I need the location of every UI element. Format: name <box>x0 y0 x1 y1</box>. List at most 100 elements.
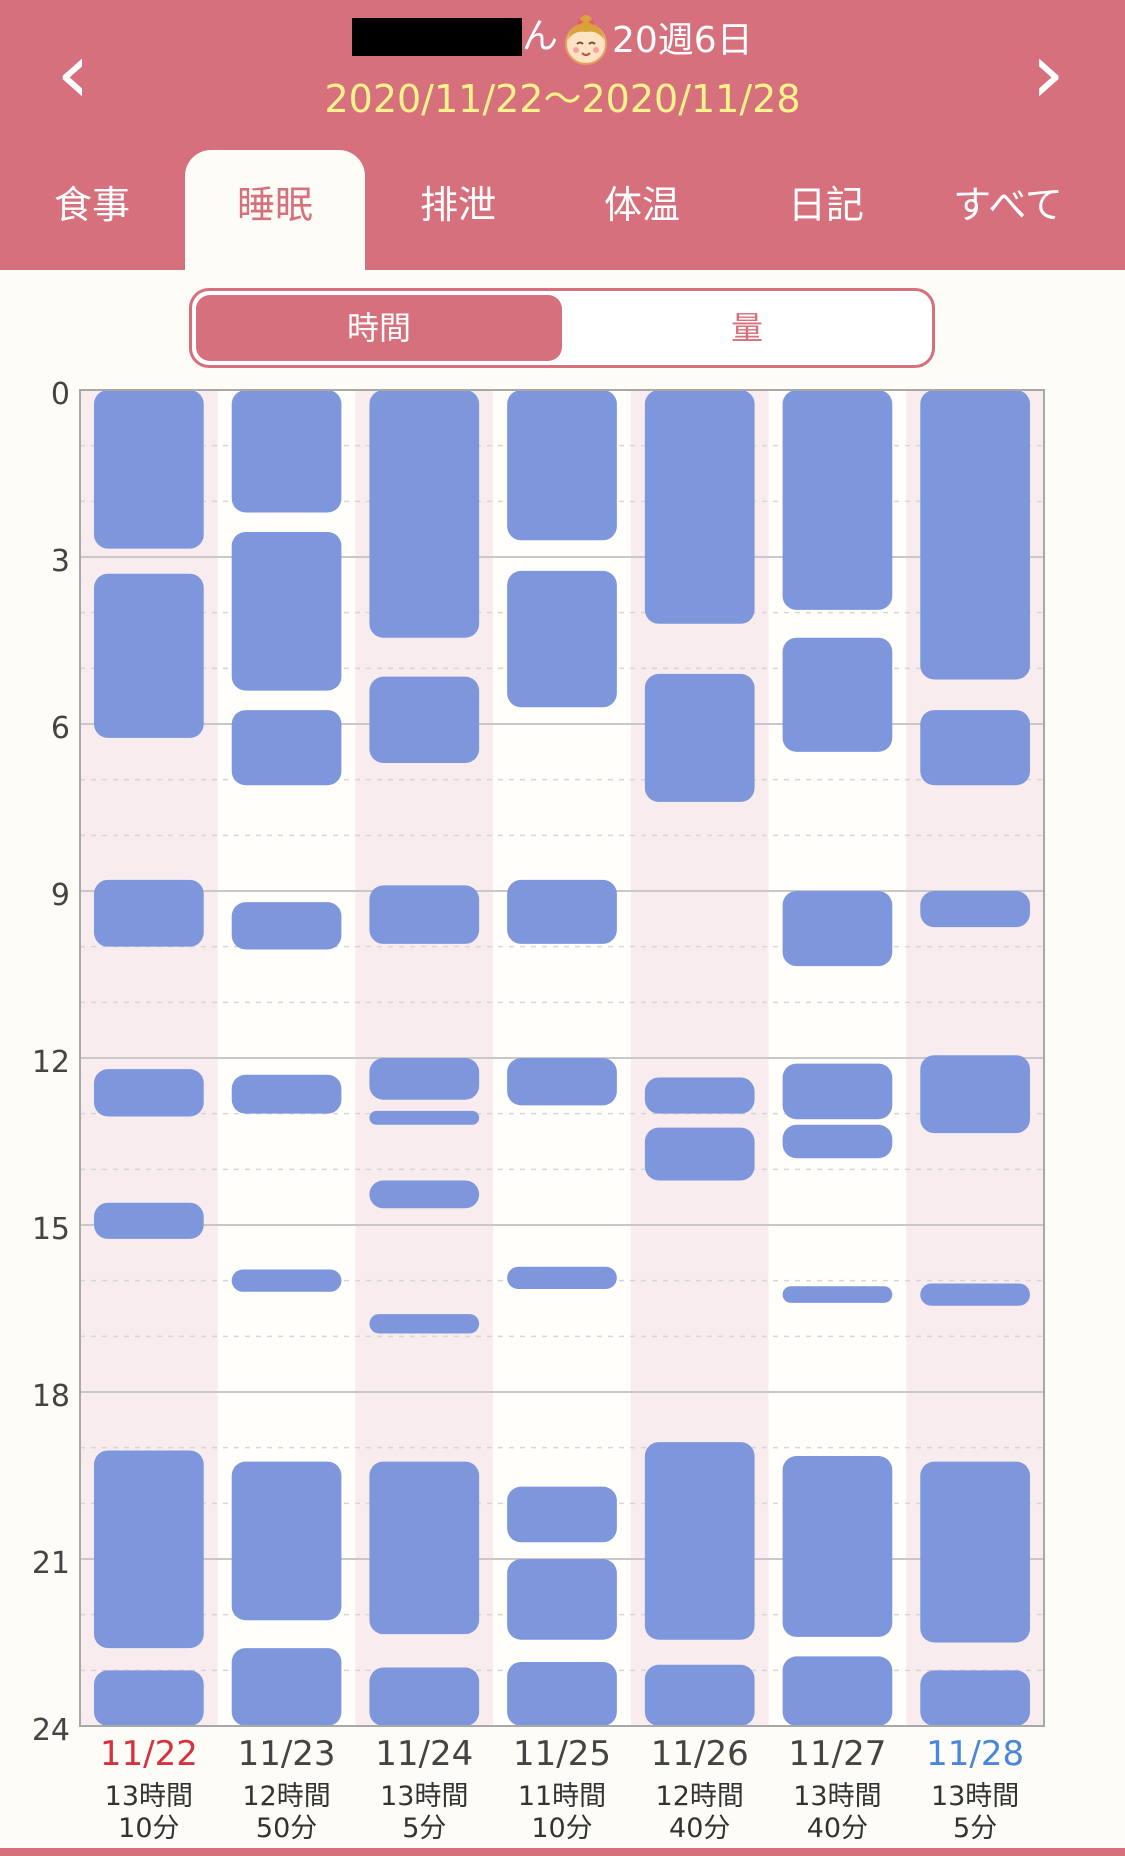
sleep-bar <box>782 1656 893 1726</box>
total-minutes-label: 10分 <box>118 1813 179 1844</box>
sleep-bar <box>369 676 480 763</box>
y-tick-label: 24 <box>32 1713 70 1748</box>
y-tick-label: 3 <box>51 544 70 579</box>
tab-4[interactable]: 日記 <box>787 183 864 227</box>
sleep-bar <box>231 390 342 513</box>
sleep-bar <box>231 531 342 691</box>
chevron-right-icon[interactable]: › <box>1031 24 1065 122</box>
title-row: ん 20週6日 <box>350 12 870 76</box>
total-hours-label: 11時間 <box>518 1781 606 1812</box>
sleep-bar <box>644 390 755 624</box>
sleep-bar <box>94 879 204 947</box>
total-minutes-label: 10分 <box>531 1813 592 1844</box>
sleep-bar <box>369 1314 480 1334</box>
sleep-bar <box>507 1266 617 1290</box>
sleep-bar <box>644 673 755 802</box>
sleep-bar <box>920 390 1030 680</box>
date-label: 11/24 <box>375 1734 473 1774</box>
date-label: 11/22 <box>100 1734 198 1774</box>
tab-bar: 食事 睡眠 排泄 体温 日記 すべて <box>12 150 1112 270</box>
sleep-bar <box>507 879 617 944</box>
tab-2[interactable]: 排泄 <box>419 183 496 227</box>
y-tick-label: 6 <box>51 711 70 746</box>
total-hours-label: 13時間 <box>793 1781 881 1812</box>
total-minutes-label: 50分 <box>256 1813 317 1844</box>
tab-1[interactable]: 睡眠 <box>185 150 365 270</box>
total-minutes-label: 5分 <box>402 1813 446 1844</box>
total-hours-label: 12時間 <box>242 1781 330 1812</box>
sleep-bar <box>644 1127 755 1181</box>
y-tick-label: 0 <box>51 377 70 412</box>
sleep-bar <box>782 1124 893 1159</box>
y-tick-label: 9 <box>51 878 70 913</box>
sleep-bar <box>507 1058 617 1106</box>
sleep-bar <box>94 573 204 738</box>
sleep-bar <box>94 1450 204 1649</box>
sleep-bar <box>507 1661 617 1726</box>
sleep-bar <box>369 1110 480 1125</box>
sleep-bar <box>644 1442 755 1640</box>
sleep-bar <box>782 1456 893 1637</box>
tab-5[interactable]: すべて <box>953 183 1063 227</box>
date-label: 11/25 <box>513 1734 611 1774</box>
sleep-bar <box>94 1069 204 1117</box>
sleep-bar <box>920 710 1030 786</box>
sleep-bar <box>507 1559 617 1640</box>
sleep-bar <box>782 637 893 752</box>
sleep-bar <box>920 891 1030 928</box>
week-range: 2020/11/22〜2020/11/28 <box>324 77 801 121</box>
redacted-name <box>352 18 522 56</box>
toggle-time-button[interactable]: 時間 <box>196 295 562 361</box>
sleep-bar <box>369 1180 480 1209</box>
sleep-bar <box>782 390 893 610</box>
sleep-bar <box>231 1461 342 1621</box>
baby-name-suffix: ん <box>522 16 559 57</box>
sleep-bar <box>369 1058 480 1100</box>
y-tick-label: 15 <box>32 1212 70 1247</box>
sleep-bar <box>369 1461 480 1635</box>
total-hours-label: 12時間 <box>656 1781 744 1812</box>
tab-3[interactable]: 体温 <box>603 183 680 227</box>
sleep-bar <box>920 1055 1030 1134</box>
sleep-bar <box>94 1670 204 1726</box>
baby-age: 20週6日 <box>612 20 753 61</box>
toggle-amount-button[interactable]: 量 <box>730 309 763 347</box>
sleep-bar <box>369 885 480 944</box>
date-label: 11/27 <box>788 1734 886 1774</box>
plot-border <box>79 389 1045 1727</box>
sleep-bar <box>644 1077 755 1114</box>
sleep-bar <box>782 1286 893 1303</box>
sleep-bar <box>507 390 617 541</box>
total-minutes-label: 5分 <box>953 1813 997 1844</box>
sleep-bar <box>782 891 893 967</box>
total-minutes-label: 40分 <box>807 1813 868 1844</box>
sleep-bar <box>920 1670 1030 1726</box>
view-toggle: 時間 量 <box>189 288 935 368</box>
sleep-bar <box>231 902 342 950</box>
sleep-bar <box>231 1269 342 1292</box>
bottom-bar <box>0 1848 1125 1856</box>
sleep-bar <box>920 1461 1030 1643</box>
total-minutes-label: 40分 <box>669 1813 730 1844</box>
date-label: 11/23 <box>238 1734 336 1774</box>
sleep-bar <box>782 1063 893 1120</box>
y-tick-label: 18 <box>32 1379 70 1414</box>
y-tick-label: 21 <box>32 1546 70 1581</box>
sleep-bar <box>369 1667 480 1726</box>
sleep-bar <box>94 1202 204 1239</box>
tab-0[interactable]: 食事 <box>53 183 130 227</box>
total-hours-label: 13時間 <box>380 1781 468 1812</box>
y-tick-label: 12 <box>32 1045 70 1080</box>
date-label: 11/26 <box>651 1734 749 1774</box>
sleep-bar <box>94 390 204 549</box>
total-hours-label: 13時間 <box>931 1781 1019 1812</box>
chevron-left-icon[interactable]: ‹ <box>56 24 90 122</box>
sleep-bar <box>920 1283 1030 1306</box>
sleep-bar <box>644 1664 755 1726</box>
baby-face-icon <box>565 15 607 65</box>
sleep-bar <box>507 570 617 708</box>
sleep-bar <box>507 1486 617 1543</box>
sleep-bar <box>231 710 342 786</box>
date-label: 11/28 <box>926 1734 1024 1774</box>
